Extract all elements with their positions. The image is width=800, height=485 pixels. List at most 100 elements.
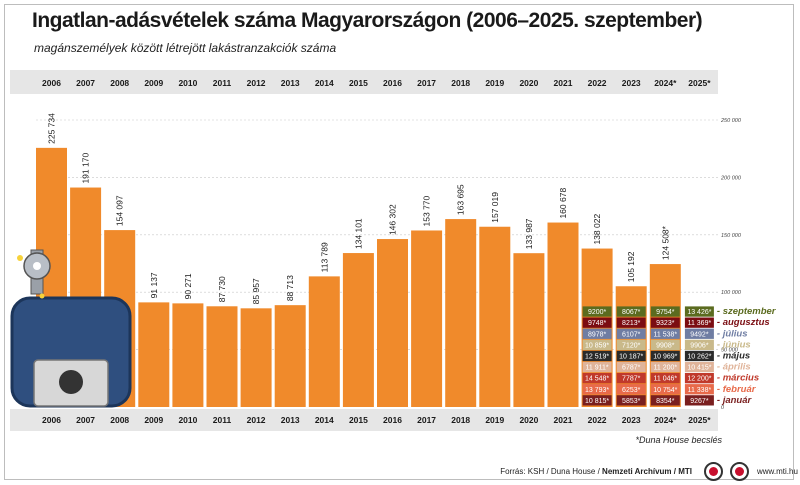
- month-cell-value: 14 548*: [585, 376, 609, 383]
- bar-value-label: 134 101: [353, 218, 363, 249]
- month-cell-value: 6107*: [622, 331, 641, 338]
- y-tick-label: 200 000: [720, 175, 742, 181]
- bar: [513, 253, 545, 407]
- month-legend-label: - január: [717, 395, 753, 406]
- year-label-top: 2017: [417, 78, 436, 88]
- year-label-top: 2006: [42, 78, 61, 88]
- bar: [479, 226, 511, 407]
- year-label-bottom: 2010: [178, 415, 197, 425]
- year-label-bottom: 2017: [417, 415, 436, 425]
- month-cell-value: 11 046*: [653, 376, 677, 383]
- year-label-bottom: 2006: [42, 415, 61, 425]
- year-label-top: 2010: [178, 78, 197, 88]
- bar-value-label: 113 789: [319, 242, 329, 272]
- year-label-bottom: 2013: [281, 415, 300, 425]
- month-cell: [650, 373, 680, 384]
- bar-value-label: 124 508*: [660, 225, 670, 260]
- month-cell: [684, 339, 714, 350]
- month-cell-value: 9748*: [588, 320, 607, 327]
- month-legend-label: - február: [717, 384, 757, 395]
- bar-value-label: 157 019: [490, 192, 500, 223]
- year-label-bottom: 2020: [519, 415, 538, 425]
- month-cell-value: 10 187*: [619, 354, 643, 361]
- bar-value-label: 163 695: [456, 184, 466, 215]
- bar-value-label: 91 137: [149, 272, 159, 298]
- month-cell-value: 9908*: [656, 342, 675, 349]
- year-label-top: 2021: [554, 78, 573, 88]
- source-text: Forrás: KSH / Duna House / Nemzeti Archí…: [500, 467, 692, 476]
- year-label-bottom: 2019: [485, 415, 504, 425]
- year-label-bottom: 2021: [554, 415, 573, 425]
- bar: [274, 305, 306, 407]
- year-label-bottom: 2025*: [688, 415, 711, 425]
- month-cell: [582, 361, 612, 373]
- year-label-bottom: 2023: [622, 415, 641, 425]
- bar: [342, 253, 374, 407]
- month-cell-value: 9492*: [690, 331, 709, 338]
- month-cell-value: 11 200*: [653, 365, 677, 372]
- month-cell-value: 8067*: [622, 309, 641, 316]
- month-cell-value: 10 415*: [687, 365, 711, 372]
- month-cell: [616, 317, 646, 328]
- month-cell: [616, 373, 646, 384]
- year-label-top: 2025*: [688, 78, 711, 88]
- archive-logo-icon: [730, 462, 749, 481]
- month-cell-value: 13 426*: [687, 309, 711, 316]
- year-label-top: 2020: [519, 78, 538, 88]
- year-label-top: 2022: [588, 78, 607, 88]
- year-label-top: 2018: [451, 78, 470, 88]
- month-cell: [582, 339, 612, 350]
- bar-value-label: 138 022: [592, 214, 602, 245]
- bar-value-label: 90 271: [183, 273, 193, 299]
- month-cell-value: 12 200*: [687, 376, 711, 383]
- month-legend-label: - április: [717, 362, 751, 373]
- year-label-bottom: 2014: [315, 415, 334, 425]
- year-label-top: 2015: [349, 78, 368, 88]
- year-label-top: 2016: [383, 78, 402, 88]
- year-label-bottom: 2011: [213, 415, 232, 425]
- month-cell: [684, 395, 714, 406]
- year-label-top: 2023: [622, 78, 641, 88]
- year-label-bottom: 2018: [451, 415, 470, 425]
- month-cell-value: 9754*: [656, 309, 675, 316]
- month-cell-value: 9200*: [588, 309, 607, 316]
- bar-value-label: 133 987: [524, 218, 534, 249]
- bar-value-label: 154 097: [115, 195, 125, 226]
- month-cell: [684, 384, 714, 395]
- month-cell: [582, 317, 612, 328]
- month-cell-value: 6787*: [622, 365, 641, 372]
- month-cell: [582, 306, 612, 317]
- year-footer-band: [10, 409, 718, 431]
- mti-logo-icon: [704, 462, 723, 481]
- month-cell: [650, 328, 680, 339]
- bar-value-label: 105 192: [626, 251, 636, 282]
- month-cell-value: 10 815*: [585, 398, 609, 405]
- year-label-top: 2013: [281, 78, 300, 88]
- bar: [377, 239, 408, 407]
- bar: [445, 219, 477, 407]
- month-cell-value: 7787*: [622, 376, 641, 383]
- month-cell-value: 11 338*: [688, 387, 712, 394]
- bar-value-label: 153 770: [422, 195, 432, 226]
- year-label-bottom: 2016: [383, 415, 402, 425]
- month-cell: [582, 373, 612, 384]
- year-label-top: 2008: [110, 78, 129, 88]
- month-cell: [684, 328, 714, 339]
- month-cell: [616, 306, 646, 317]
- month-legend-label: - szeptember: [717, 306, 777, 317]
- bar: [206, 306, 238, 407]
- month-cell: [684, 361, 714, 373]
- key-hole-icon: [33, 262, 41, 270]
- month-cell-value: 10 262*: [687, 354, 711, 361]
- month-cell: [616, 395, 646, 406]
- month-cell-value: 6253*: [622, 387, 641, 394]
- year-label-top: 2019: [485, 78, 504, 88]
- bar-value-label: 225 734: [47, 113, 57, 144]
- month-cell-value: 11 538*: [653, 331, 677, 338]
- year-label-bottom: 2024*: [654, 415, 677, 425]
- year-label-top: 2012: [247, 78, 266, 88]
- source-website: www.mti.hu: [757, 467, 798, 476]
- month-cell: [650, 339, 680, 350]
- month-cell: [616, 384, 646, 395]
